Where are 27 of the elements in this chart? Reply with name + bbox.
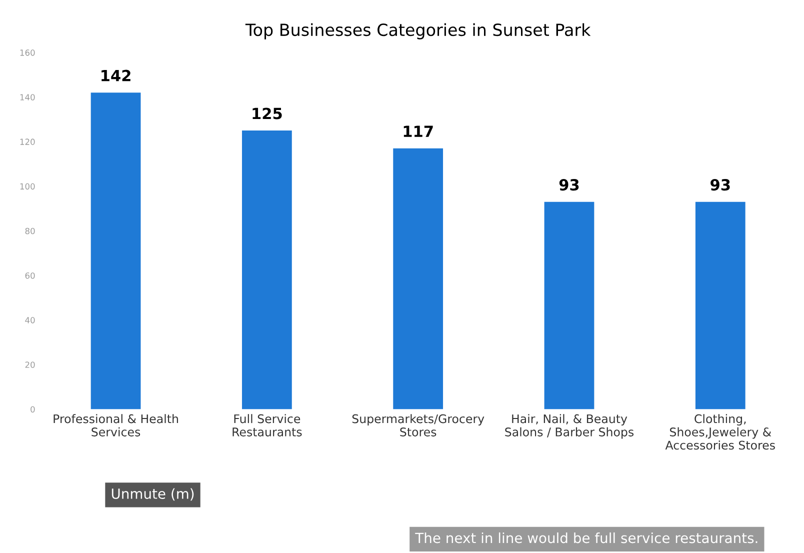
text: Unmute (m) (112, 488, 194, 501)
y-tick-label: 0 (30, 406, 35, 413)
y-tick-label: 40 (25, 317, 35, 324)
x-tick-label: Supermarkets/Grocery Stores (352, 414, 484, 436)
text: The next in line would be full service restaurants. (415, 532, 758, 544)
bar (695, 202, 746, 410)
bar (544, 202, 594, 410)
data-label: 117 (404, 126, 433, 137)
bar (242, 130, 292, 410)
y-tick-label: 140 (20, 94, 35, 100)
x-tick-label: Full Service Restaurants (232, 414, 302, 436)
x-tick-label: Clothing, Shoes,Jewelery & Accessories Stores (665, 414, 775, 450)
x-tick-label: Hair, Nail, & Beauty Salons / Barber Shops (505, 414, 634, 439)
data-label: 93 (559, 179, 579, 191)
y-tick-label: 160 (20, 50, 35, 56)
data-label: 93 (710, 179, 730, 191)
chart-title: Top Businesses Categories in Sunset Park (245, 23, 591, 40)
x-tick-label: Professional & Health Services (54, 414, 178, 436)
y-tick-label: 120 (20, 138, 35, 145)
data-label: 142 (102, 70, 130, 82)
y-tick-label: 20 (25, 362, 35, 368)
y-tick-label: 100 (20, 183, 35, 190)
data-label: 125 (252, 108, 282, 120)
bar (90, 92, 141, 410)
y-tick-label: 60 (25, 272, 35, 279)
y-tick-label: 80 (25, 228, 35, 234)
bar (393, 148, 444, 410)
